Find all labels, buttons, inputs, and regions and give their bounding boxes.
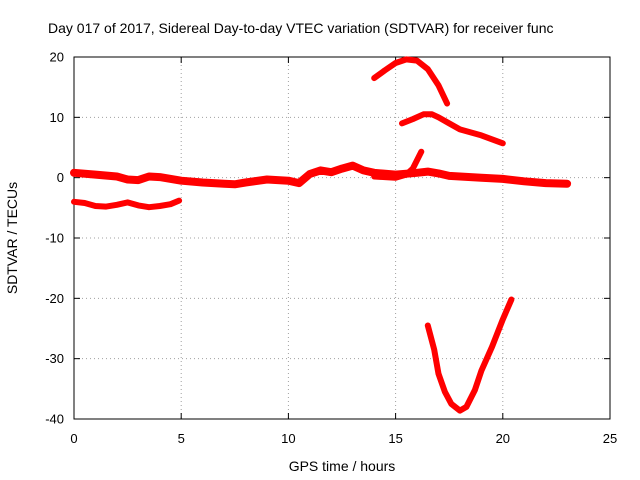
series-layer (70, 56, 572, 414)
grid-layer (74, 57, 610, 419)
x-tick-label: 5 (178, 431, 185, 446)
series-top-arc (371, 56, 451, 107)
series-main-band (70, 161, 572, 189)
chart-title: Day 017 of 2017, Sidereal Day-to-day VTE… (48, 20, 554, 36)
y-tick-label: -20 (45, 291, 64, 306)
x-axis-label: GPS time / hours (289, 458, 396, 474)
x-tick-label: 10 (281, 431, 295, 446)
x-tick-label: 15 (388, 431, 402, 446)
x-tick-label: 0 (70, 431, 77, 446)
series-rise-afternoon (371, 148, 425, 181)
y-tick-label: -30 (45, 351, 64, 366)
x-tick-label: 25 (603, 431, 617, 446)
y-tick-label: 20 (50, 50, 64, 65)
y-tick-label: -10 (45, 231, 64, 246)
x-tick-label: 20 (496, 431, 510, 446)
tick-layer: 0 5 10 15 20 25 -40 -30 -20 -10 0 10 20 (45, 50, 617, 447)
series-upper-decay (399, 111, 506, 147)
series-deep-dip (424, 296, 515, 414)
series-low-early (71, 197, 183, 211)
y-tick-label: 10 (50, 110, 64, 125)
y-tick-label: -40 (45, 412, 64, 427)
y-axis-label: SDTVAR / TECUs (4, 182, 20, 294)
y-tick-label: 0 (57, 170, 64, 185)
